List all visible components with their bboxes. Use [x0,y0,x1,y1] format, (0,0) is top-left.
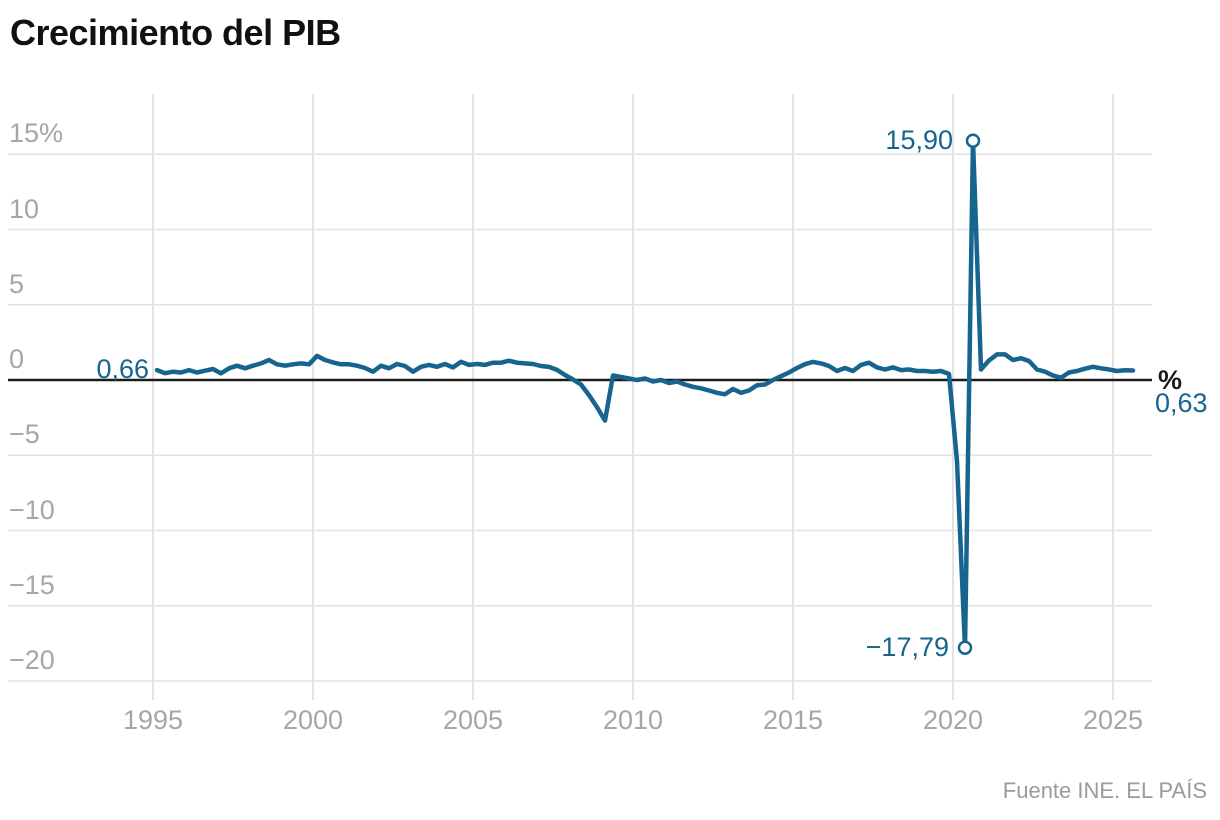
min-value-label: −17,79 [865,631,949,662]
y-axis-tick-label: 5 [9,268,25,299]
chart-title: Crecimiento del PIB [10,12,341,53]
x-axis-tick-label: 2025 [1082,705,1144,735]
y-axis-tick-label: −15 [9,569,55,600]
x-axis-tick-label: 2020 [922,705,984,735]
max-value-label: 15,90 [885,124,953,155]
first-value-label: 0,66 [96,354,149,385]
y-axis-tick-label: −5 [9,419,40,450]
last-value-label: 0,63 [1155,387,1208,418]
x-axis-tick-label: 1995 [122,705,184,735]
y-axis-tick-label: −10 [9,494,55,525]
y-axis-tick-label: 15% [9,118,64,149]
source-credit: Fuente INE. EL PAÍS [1002,778,1207,803]
percent-unit-label: % [1158,365,1183,395]
y-axis-tick-label: 10 [9,193,40,224]
x-axis-tick-label: 2000 [282,705,344,735]
y-axis-tick-label: 0 [9,344,25,374]
x-axis-tick-label: 2015 [762,705,824,735]
extreme-point-marker [965,133,981,148]
x-axis-tick-label: 2005 [442,705,504,735]
gdp-line-series [154,138,1136,650]
extreme-point-marker [957,640,973,655]
y-axis-tick-label: −20 [9,645,55,675]
x-axis-tick-label: 2010 [602,705,664,735]
